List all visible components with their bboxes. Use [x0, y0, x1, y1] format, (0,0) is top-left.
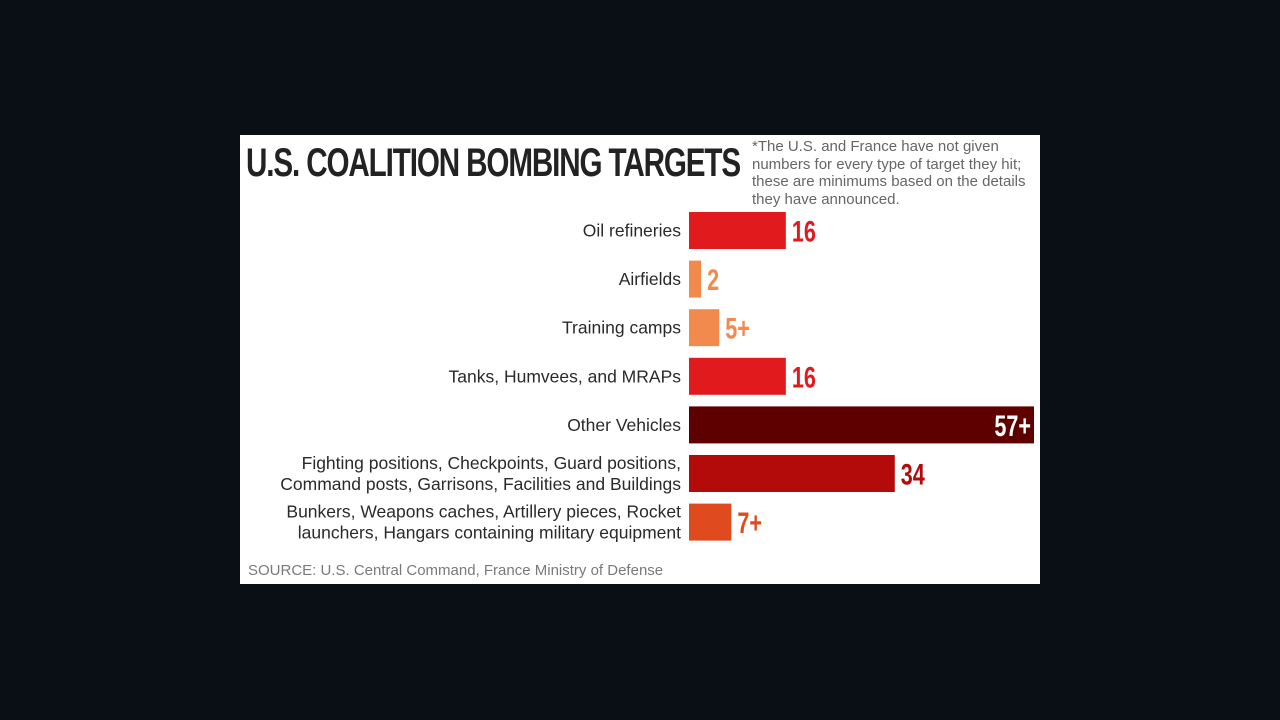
bar-chart: Oil refineries 16 Airfields 2 Training camps…: [280, 212, 1034, 543]
bar-5: [689, 455, 895, 492]
bar-3: [689, 357, 786, 395]
bar-6: [689, 503, 732, 541]
value-label-2: 5+: [725, 311, 750, 345]
chart-title: U.S. COALITION BOMBING TARGETS: [246, 141, 741, 185]
category-label-2: Training camps: [562, 318, 681, 338]
value-label-3: 16: [792, 360, 816, 394]
category-label-5: Fighting positions, Checkpoints, Guard p…: [280, 453, 681, 494]
value-label-4: 57+: [994, 408, 1031, 442]
bar-4: [689, 406, 1034, 444]
bar-0: [689, 212, 786, 249]
category-label-4: Other Vehicles: [567, 415, 681, 435]
category-label-6: Bunkers, Weapons caches, Artillery piece…: [286, 502, 681, 543]
source-note: SOURCE: U.S. Central Command, France Min…: [248, 562, 664, 579]
value-label-1: 2: [707, 263, 719, 297]
value-label-5: 34: [901, 457, 925, 491]
value-label-6: 7+: [737, 506, 762, 540]
category-label-1: Airfields: [619, 269, 681, 289]
chart-card: U.S. COALITION BOMBING TARGETS *The U.S.…: [240, 135, 1040, 584]
bar-1: [689, 260, 702, 298]
value-label-0: 16: [792, 214, 816, 248]
bar-2: [689, 309, 720, 347]
category-label-3: Tanks, Humvees, and MRAPs: [449, 366, 682, 386]
category-label-0: Oil refineries: [583, 221, 681, 241]
chart-footnote: *The U.S. and France have not given numb…: [752, 138, 1026, 208]
